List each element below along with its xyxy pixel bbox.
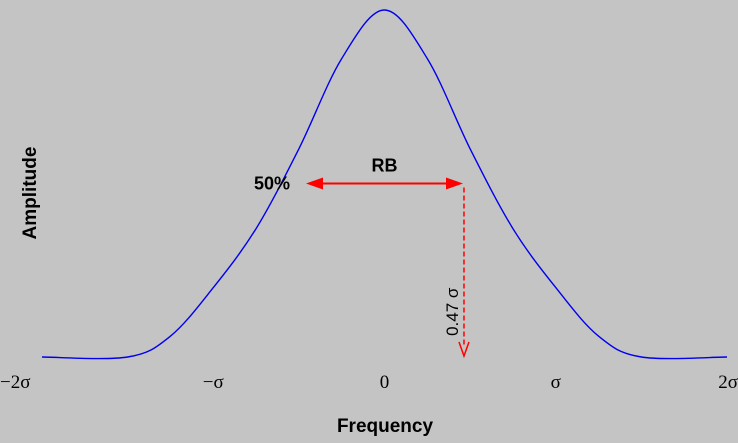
- series-line-0: [41, 9, 728, 360]
- rb-arrowhead-left: [306, 177, 324, 190]
- annotation-layer: RB 50% 0.47 σ: [254, 156, 470, 359]
- x-tick-label: σ: [551, 372, 561, 393]
- x-axis-label: Frequency: [337, 416, 434, 437]
- rb-label: RB: [372, 156, 398, 176]
- curve-layer: [41, 9, 728, 360]
- x-tick-label: 0: [380, 372, 390, 393]
- x-tick-label: 2σ: [718, 372, 738, 393]
- half-width-arrowhead: [458, 341, 470, 359]
- y-axis-label: Amplitude: [20, 147, 41, 240]
- half-level-label: 50%: [254, 174, 290, 194]
- half-width-label: 0.47 σ: [443, 287, 462, 336]
- x-tick-layer: −2σ −σ 0 σ 2σ: [0, 372, 738, 393]
- x-tick-label: −σ: [203, 372, 224, 393]
- x-tick-label: −2σ: [0, 372, 30, 393]
- rb-arrowhead-right: [445, 177, 463, 190]
